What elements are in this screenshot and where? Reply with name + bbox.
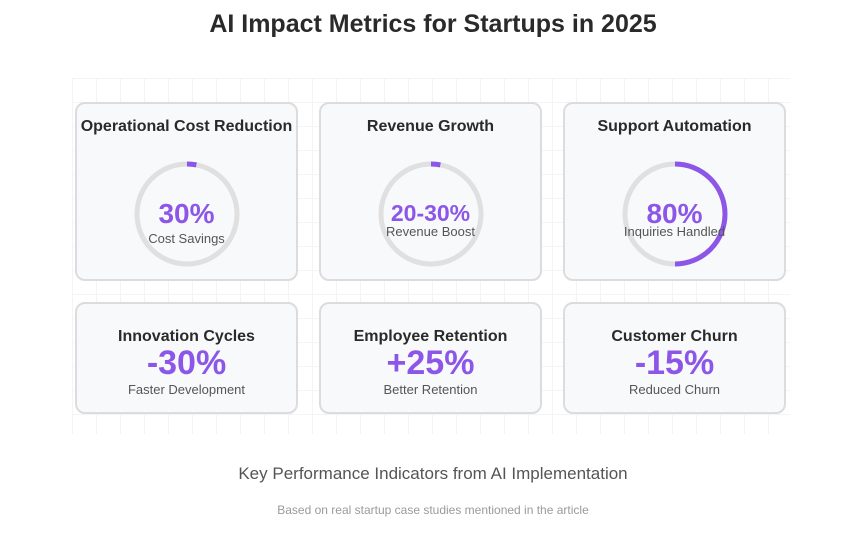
- gauge-card-title: Revenue Growth: [366, 118, 495, 135]
- gauge-card-cost-reduction: Operational Cost Reduction 30% Cost Savi…: [75, 102, 298, 281]
- metric-value: -30%: [146, 344, 227, 382]
- gauge-progress-arc: [186, 161, 197, 168]
- metric-label: Reduced Churn: [628, 382, 721, 397]
- metric-card-title: Employee Retention: [353, 328, 508, 345]
- metric-label: Better Retention: [383, 382, 478, 397]
- gauge-value: 80%: [646, 198, 703, 229]
- metric-card-title: Innovation Cycles: [118, 328, 255, 345]
- metric-label: Faster Development: [127, 382, 246, 397]
- gauge-value: 20-30%: [390, 200, 471, 226]
- chart-subtitle: Key Performance Indicators from AI Imple…: [238, 464, 628, 483]
- metric-card-title: Customer Churn: [611, 328, 738, 345]
- gauge-card-support-automation: Support Automation 80% Inquiries Handled: [563, 102, 786, 281]
- chart-title: AI Impact Metrics for Startups in 2025: [209, 10, 657, 38]
- gauge-card-title: Support Automation: [597, 118, 752, 135]
- gauge-ring: [378, 161, 484, 267]
- metric-card-employee-retention: Employee Retention +25% Better Retention: [319, 302, 542, 414]
- metric-value: -15%: [634, 344, 715, 382]
- gauge-progress-arc: [674, 161, 728, 267]
- gauge-ring: [622, 161, 728, 267]
- gauge-ring: [134, 161, 240, 267]
- gauge-card-title: Operational Cost Reduction: [80, 118, 293, 135]
- gauge-progress-arc: [430, 161, 441, 168]
- gauge-label: Inquiries Handled: [623, 224, 726, 239]
- footnote: Based on real startup case studies menti…: [277, 503, 589, 517]
- metric-card-innovation-cycles: Innovation Cycles -30% Faster Developmen…: [75, 302, 298, 414]
- metric-card-customer-churn: Customer Churn -15% Reduced Churn: [563, 302, 786, 414]
- gauge-label: Cost Savings: [148, 231, 225, 246]
- gauge-label: Revenue Boost: [386, 224, 475, 239]
- metric-value: +25%: [386, 344, 475, 382]
- gauge-value: 30%: [158, 198, 215, 229]
- gauge-card-revenue-growth: Revenue Growth 20-30% Revenue Boost: [319, 102, 542, 281]
